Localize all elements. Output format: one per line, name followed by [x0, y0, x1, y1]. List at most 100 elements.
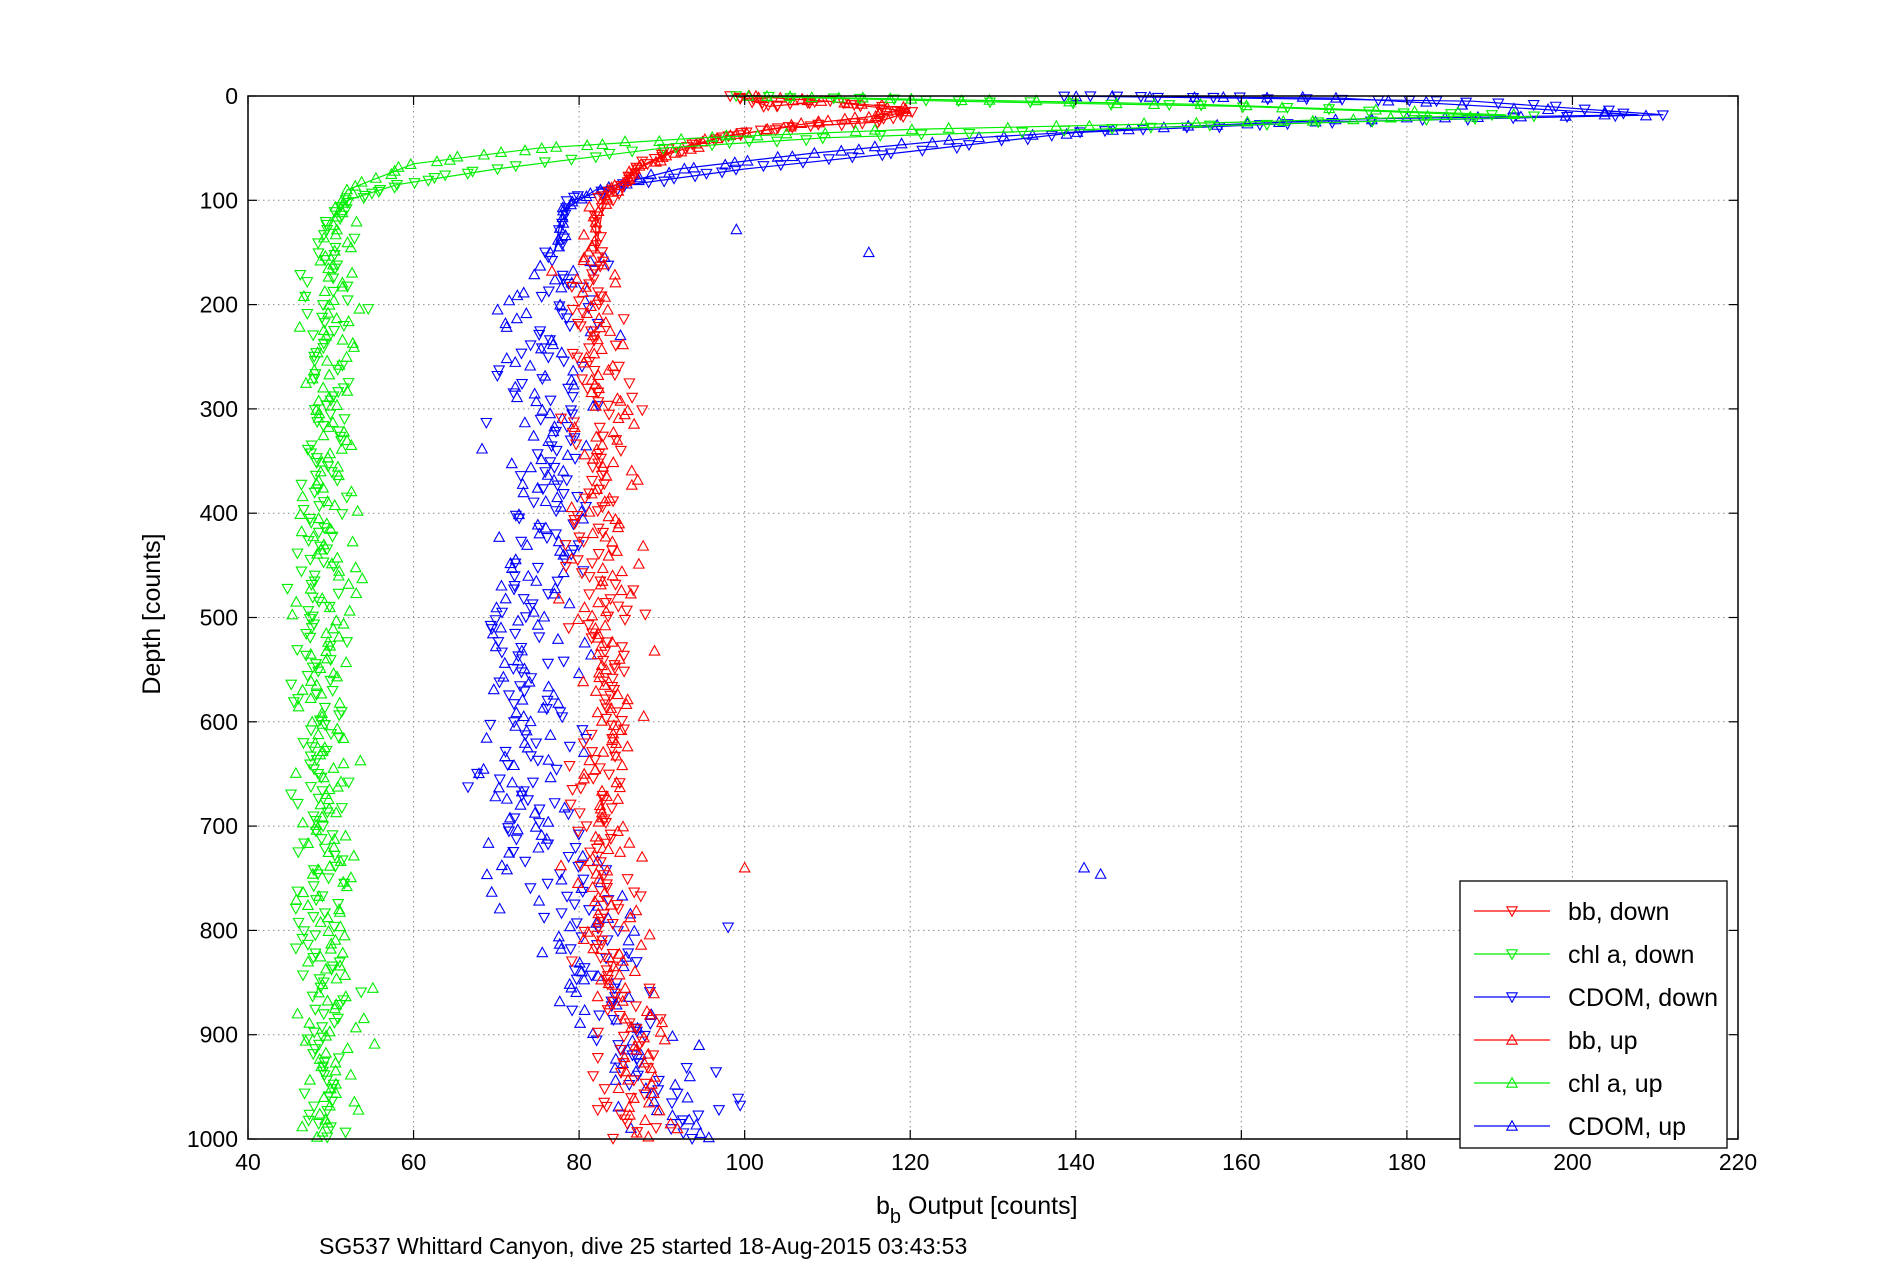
data-point: [512, 508, 526, 520]
data-point: [325, 1084, 339, 1096]
data-point: [591, 631, 605, 643]
data-point: [322, 845, 335, 857]
data-point: [511, 614, 525, 626]
data-point: [887, 113, 900, 125]
data-point: [317, 771, 330, 783]
data-point: [315, 810, 329, 822]
data-point: [591, 1027, 605, 1039]
data-point: [312, 986, 325, 998]
data-point: [515, 348, 528, 360]
data-point: [618, 1051, 631, 1063]
data-point: [316, 300, 330, 312]
data-point: [547, 473, 561, 485]
data-point: [598, 885, 611, 898]
data-point: [620, 697, 633, 709]
data-point: [613, 947, 626, 959]
data-point: [350, 215, 363, 227]
data-point: [344, 871, 358, 883]
data-point: [612, 184, 625, 196]
data-point: [613, 652, 626, 664]
data-point: [592, 549, 605, 561]
legend-box: [1459, 880, 1728, 1149]
data-point: [521, 795, 535, 807]
data-point: [610, 435, 623, 447]
data-point: [643, 983, 656, 995]
data-point: [641, 159, 654, 171]
data-point: [330, 998, 343, 1010]
data-point: [1456, 98, 1469, 110]
data-point: [600, 703, 613, 715]
data-point: [312, 394, 325, 406]
data-point: [602, 363, 615, 375]
data-point: [603, 998, 616, 1010]
data-point: [485, 624, 498, 636]
data-point: [484, 719, 497, 731]
data-point: [594, 321, 607, 333]
data-point: [942, 121, 955, 133]
data-point: [509, 553, 522, 565]
data-point: [1306, 114, 1319, 126]
data-point: [330, 223, 344, 235]
data-point: [576, 725, 589, 737]
data-point: [1147, 97, 1161, 110]
data-point: [541, 468, 554, 480]
data-point: [1024, 97, 1037, 109]
data-point: [613, 781, 627, 793]
data-point: [542, 352, 555, 364]
legend-item: CDOM, down: [1474, 984, 1718, 1012]
data-point: [594, 578, 607, 590]
data-point: [542, 434, 555, 446]
data-point: [567, 378, 580, 390]
data-point: [307, 530, 320, 542]
data-point: [307, 912, 320, 924]
data-point: [630, 1126, 643, 1138]
x-axis-label-subscript: b: [890, 1206, 901, 1228]
data-point: [627, 585, 640, 597]
data-point: [616, 820, 630, 832]
outlier-point: [721, 922, 735, 934]
data-point: [653, 134, 666, 146]
data-point: [963, 129, 976, 141]
data-point: [582, 245, 595, 257]
data-point: [336, 280, 349, 292]
data-point: [337, 875, 350, 887]
data-point: [796, 157, 810, 169]
data-point: [1026, 128, 1039, 140]
data-point: [337, 731, 350, 743]
data-point: [1507, 102, 1521, 114]
data-point: [319, 329, 333, 341]
data-point: [835, 144, 848, 156]
data-point: [613, 1010, 626, 1022]
data-point: [536, 484, 550, 496]
data-point: [586, 240, 599, 252]
y-tick-label: 200: [200, 292, 238, 318]
data-point: [323, 298, 336, 310]
data-point: [480, 417, 493, 429]
data-point: [751, 129, 764, 141]
data-point: [319, 1113, 332, 1125]
data-point: [509, 719, 522, 731]
data-point: [552, 592, 565, 604]
x-tick-label: 40: [235, 1149, 261, 1175]
data-point: [1323, 102, 1336, 114]
data-point: [856, 91, 869, 103]
data-point: [320, 517, 333, 529]
data-point: [296, 816, 309, 828]
data-point: [337, 757, 350, 769]
data-point: [492, 365, 506, 377]
data-point: [542, 252, 555, 264]
data-point: [1194, 97, 1207, 109]
data-point: [593, 422, 606, 434]
data-point: [610, 749, 623, 761]
data-point: [349, 1021, 363, 1033]
data-point: [602, 510, 615, 522]
data-point: [578, 973, 591, 985]
data-point: [600, 1101, 613, 1113]
data-point: [784, 120, 797, 132]
data-point: [619, 981, 632, 993]
data-point: [568, 519, 581, 531]
data-point: [495, 859, 508, 871]
data-point: [532, 894, 546, 906]
data-point: [285, 679, 298, 691]
data-point: [519, 612, 533, 624]
